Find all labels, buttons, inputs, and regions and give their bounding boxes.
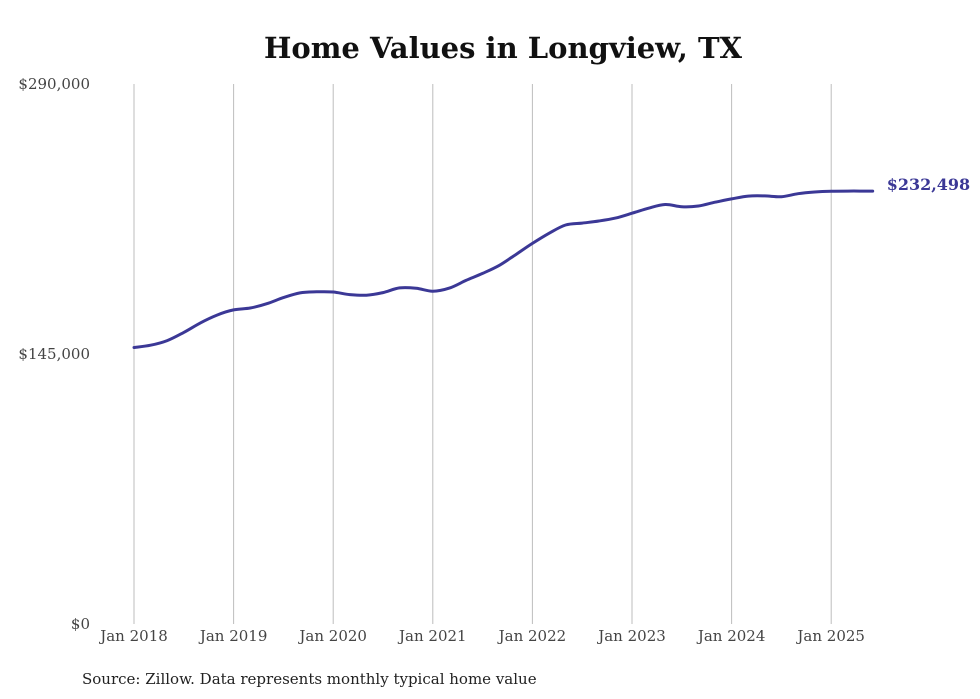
x-axis-ticks: Jan 2018 Jan 2019 Jan 2020 Jan 2021 Jan 2022… [98, 627, 865, 645]
home-value-line [132, 189, 875, 349]
y-tick-label: $145,000 [18, 345, 90, 363]
x-tick-label: Jan 2019 [198, 627, 268, 645]
vertical-gridlines [133, 84, 832, 624]
x-tick-label: Jan 2025 [795, 627, 865, 645]
x-tick-label: Jan 2023 [596, 627, 666, 645]
latest-value-label: $232,498 [887, 175, 971, 194]
chart-title: Home Values in Longview, TX [264, 31, 743, 65]
x-tick-label: Jan 2021 [397, 627, 467, 645]
x-tick-label: Jan 2020 [297, 627, 367, 645]
y-tick-label: $0 [71, 615, 90, 633]
x-tick-label: Jan 2024 [696, 627, 766, 645]
x-tick-label: Jan 2018 [98, 627, 168, 645]
source-note: Source: Zillow. Data represents monthly … [82, 670, 537, 688]
y-axis-ticks: $0 $145,000 $290,000 [18, 75, 90, 633]
y-tick-label: $290,000 [18, 75, 90, 93]
x-tick-label: Jan 2022 [497, 627, 567, 645]
